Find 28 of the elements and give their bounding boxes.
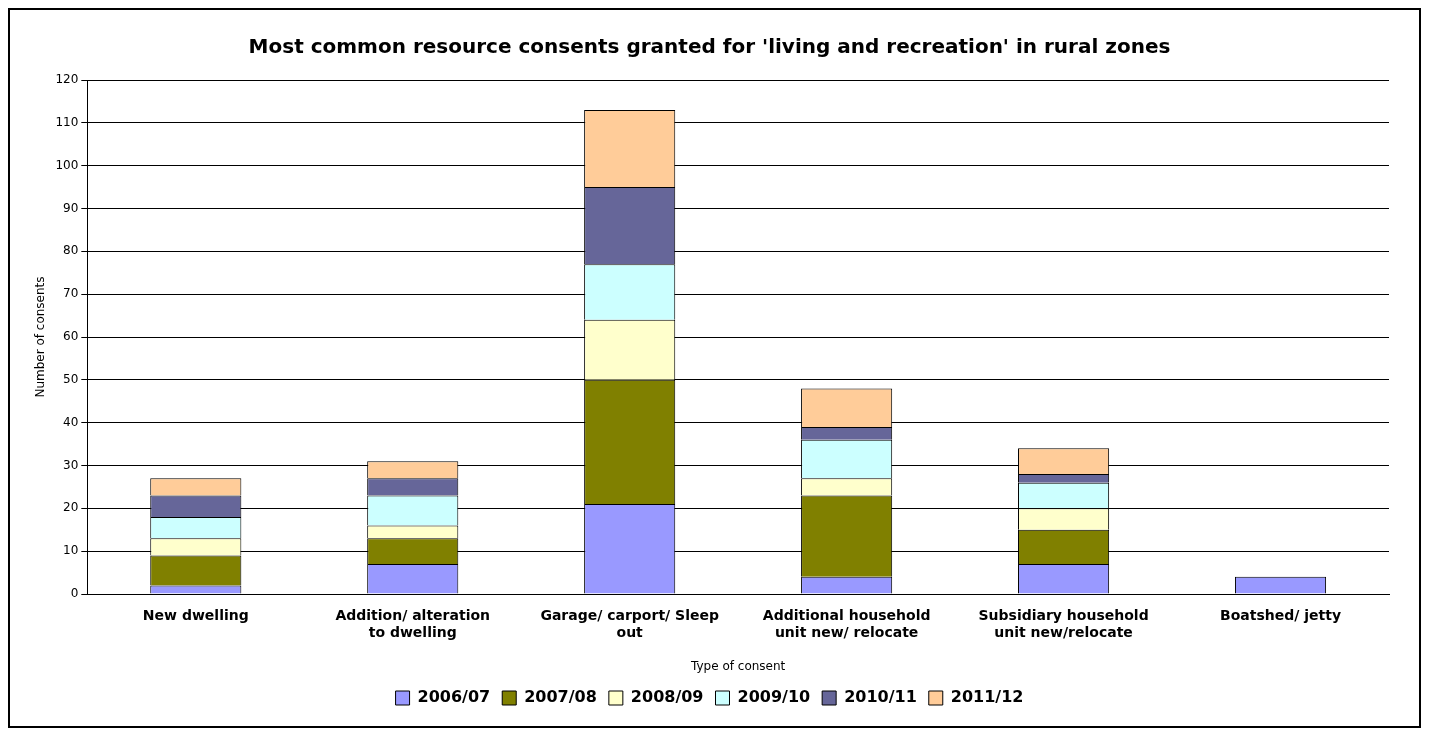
legend-label: 2009/10 xyxy=(737,687,811,707)
legend-label: 2008/09 xyxy=(630,687,704,707)
x-tick-label: Additional household unit new/ relocate xyxy=(762,607,931,640)
y-tick-label: 50 xyxy=(63,371,79,386)
y-tick-label: 20 xyxy=(63,500,79,515)
legend-label: 2010/11 xyxy=(844,687,917,707)
y-tick-label: 100 xyxy=(55,157,79,172)
x-axis-title: Type of consent xyxy=(690,658,786,673)
x-tick-label: Boatshed/ jetty xyxy=(1220,607,1342,624)
y-tick-label: 80 xyxy=(63,243,79,258)
y-tick-label: 40 xyxy=(63,414,79,429)
y-tick-label: 110 xyxy=(55,114,79,129)
x-tick-label: Addition/ alteration to dwelling xyxy=(335,607,491,640)
y-axis-title: Number of consents xyxy=(33,276,48,398)
legend-label: 2011/12 xyxy=(950,687,1024,707)
x-tick-label: Garage/ carport/ Sleep out xyxy=(540,607,719,640)
y-tick-label: 30 xyxy=(63,457,79,472)
y-tick-label: 120 xyxy=(55,72,79,87)
x-tick-label: Subsidiary household unit new/relocate xyxy=(978,607,1149,640)
y-tick-label: 70 xyxy=(63,286,79,301)
y-tick-label: 60 xyxy=(63,329,79,344)
y-tick-label: 90 xyxy=(63,200,79,215)
legend-label: 2006/07 xyxy=(417,687,491,707)
chart-title: Most common resource consents granted for 'living and recreation' in rural zones xyxy=(248,34,1171,59)
x-tick-label: New dwelling xyxy=(142,607,249,624)
y-tick-label: 10 xyxy=(63,543,79,558)
legend-label: 2007/08 xyxy=(524,687,597,707)
y-tick-label: 0 xyxy=(70,586,79,601)
